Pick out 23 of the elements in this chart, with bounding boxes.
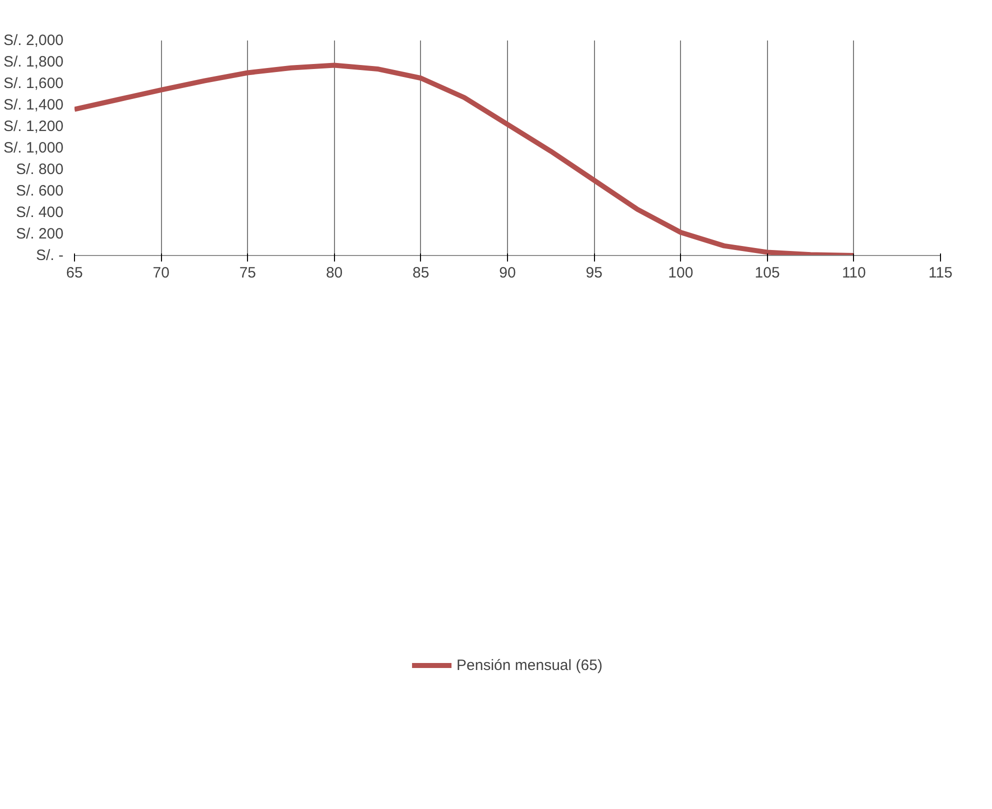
y-tick-label: S/. 1,200 xyxy=(3,118,64,135)
y-tick-label: S/. 800 xyxy=(16,161,64,178)
x-tick-label: 85 xyxy=(412,264,430,282)
x-tick-label: 95 xyxy=(586,264,602,282)
y-tick-label: S/. 1,000 xyxy=(3,140,64,156)
y-tick-label: S/. - xyxy=(36,247,64,264)
x-tick-label: 105 xyxy=(754,264,780,282)
legend-label: Pensión mensual (65) xyxy=(456,656,602,674)
y-tick-label: S/. 1,600 xyxy=(3,75,64,92)
y-tick-label: S/. 1,800 xyxy=(3,54,64,70)
y-tick-label: S/. 600 xyxy=(16,182,64,200)
y-tick-label: S/. 2,000 xyxy=(3,32,64,49)
y-tick-label: S/. 400 xyxy=(16,204,64,221)
x-tick-label: 70 xyxy=(152,264,170,282)
y-tick-label: S/. 200 xyxy=(16,226,64,242)
x-tick-label: 80 xyxy=(326,264,343,282)
x-tick-label: 90 xyxy=(499,264,516,282)
x-tick-label: 115 xyxy=(928,264,952,282)
y-tick-label: S/. 1,400 xyxy=(3,96,64,114)
x-tick-label: 65 xyxy=(66,264,83,282)
x-tick-label: 110 xyxy=(842,264,866,282)
x-tick-label: 75 xyxy=(239,264,256,282)
x-tick-label: 100 xyxy=(668,264,694,282)
